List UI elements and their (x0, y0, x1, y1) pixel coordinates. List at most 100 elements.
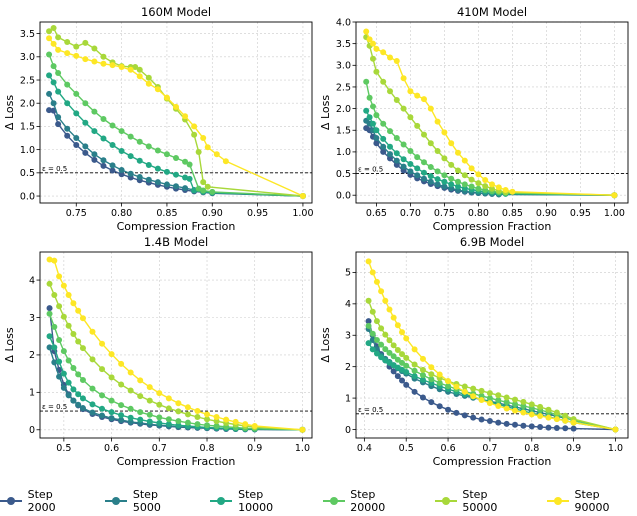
threshold-label: ε = 0.5 (42, 403, 67, 411)
data-point (455, 183, 461, 190)
y-axis-label: Δ Loss (319, 327, 332, 362)
x-tick-label: 0.65 (366, 208, 387, 219)
x-tick-label: 0.8 (524, 443, 539, 454)
data-point (512, 421, 519, 428)
x-tick-label: 0.7 (482, 443, 497, 454)
legend-marker (434, 495, 457, 507)
data-point (366, 36, 373, 43)
x-tick-label: 0.80 (111, 208, 132, 219)
panel-0: ε = 0.5 0.75 0.80 0.85 0.90 0.95 1.00 0.0 0.5 1.0… (3, 5, 314, 233)
legend-item: Step 10000 (210, 488, 300, 514)
data-point (184, 411, 191, 418)
data-point (204, 416, 211, 423)
plot-frame (355, 21, 629, 204)
data-point (378, 325, 385, 332)
data-point (64, 50, 71, 57)
data-point (378, 288, 385, 295)
data-point (393, 150, 400, 157)
data-point (421, 96, 427, 103)
data-point (455, 167, 461, 174)
data-point (387, 54, 393, 61)
data-point (60, 370, 67, 377)
data-point (537, 413, 544, 420)
data-point (194, 408, 201, 415)
data-point (441, 183, 448, 190)
data-point (108, 374, 115, 381)
data-point (209, 188, 216, 195)
y-tick-label: 2.5 (20, 75, 35, 86)
data-point (386, 306, 393, 313)
data-point (204, 422, 211, 429)
data-point (370, 103, 376, 110)
data-point (46, 107, 53, 114)
x-tick-label: 0.95 (247, 208, 268, 219)
data-point (528, 411, 535, 418)
data-point (370, 55, 376, 62)
y-tick-label: 1 (345, 393, 351, 404)
data-point (64, 132, 71, 139)
data-point (390, 353, 397, 360)
data-point (393, 135, 400, 142)
data-point (370, 120, 376, 127)
legend-item: Step 2000 (0, 488, 83, 514)
y-tick-label: 3.5 (336, 39, 351, 50)
x-tick-label: 1.00 (604, 208, 625, 219)
data-point (434, 181, 441, 188)
data-point (137, 409, 144, 416)
data-point (427, 140, 434, 147)
data-point (400, 156, 407, 163)
data-point (99, 366, 106, 373)
data-point (127, 153, 134, 160)
y-tick-label: 1.5 (20, 122, 35, 133)
data-point (173, 154, 179, 161)
data-point (399, 329, 406, 336)
data-point (132, 64, 139, 71)
data-point (419, 372, 426, 379)
data-point (448, 161, 455, 168)
y-tick-label: 3.0 (20, 52, 35, 63)
data-point (394, 347, 401, 354)
data-point (108, 415, 115, 422)
y-tick-label: 0 (29, 425, 35, 436)
data-point (427, 178, 434, 185)
y-tick-label: 4 (29, 275, 35, 286)
data-point (503, 405, 510, 412)
data-point (382, 297, 389, 304)
threshold-label: ε = 0.5 (42, 165, 67, 173)
y-tick-label: 2 (345, 362, 351, 373)
data-point (436, 403, 443, 410)
data-point (70, 300, 77, 307)
data-point (373, 140, 380, 147)
data-point (455, 178, 461, 185)
legend-label: Step 20000 (350, 488, 386, 514)
data-point (232, 418, 239, 425)
x-tick-label: 0.9 (247, 443, 262, 454)
data-point (434, 118, 441, 125)
data-point (299, 193, 306, 200)
data-point (108, 351, 115, 358)
data-point (127, 405, 134, 412)
data-point (50, 79, 57, 86)
data-point (403, 335, 410, 342)
data-point (363, 107, 370, 114)
x-tick-label: 0.5 (399, 443, 414, 454)
legend-item: Step 90000 (546, 488, 637, 514)
x-tick-label: 0.85 (156, 208, 177, 219)
legend-item: Step 5000 (105, 488, 188, 514)
y-tick-label: 4 (345, 299, 351, 310)
legend-marker (0, 495, 23, 507)
data-point (545, 424, 552, 431)
data-point (390, 314, 397, 321)
data-point (75, 307, 82, 314)
data-point (387, 88, 393, 95)
data-point (65, 292, 72, 299)
data-point (468, 183, 475, 190)
data-point (380, 49, 387, 56)
data-point (191, 187, 198, 194)
data-point (99, 405, 106, 412)
data-point (414, 92, 421, 99)
data-point (89, 401, 96, 408)
data-point (407, 168, 414, 175)
data-point (109, 141, 116, 148)
data-point (118, 171, 125, 178)
